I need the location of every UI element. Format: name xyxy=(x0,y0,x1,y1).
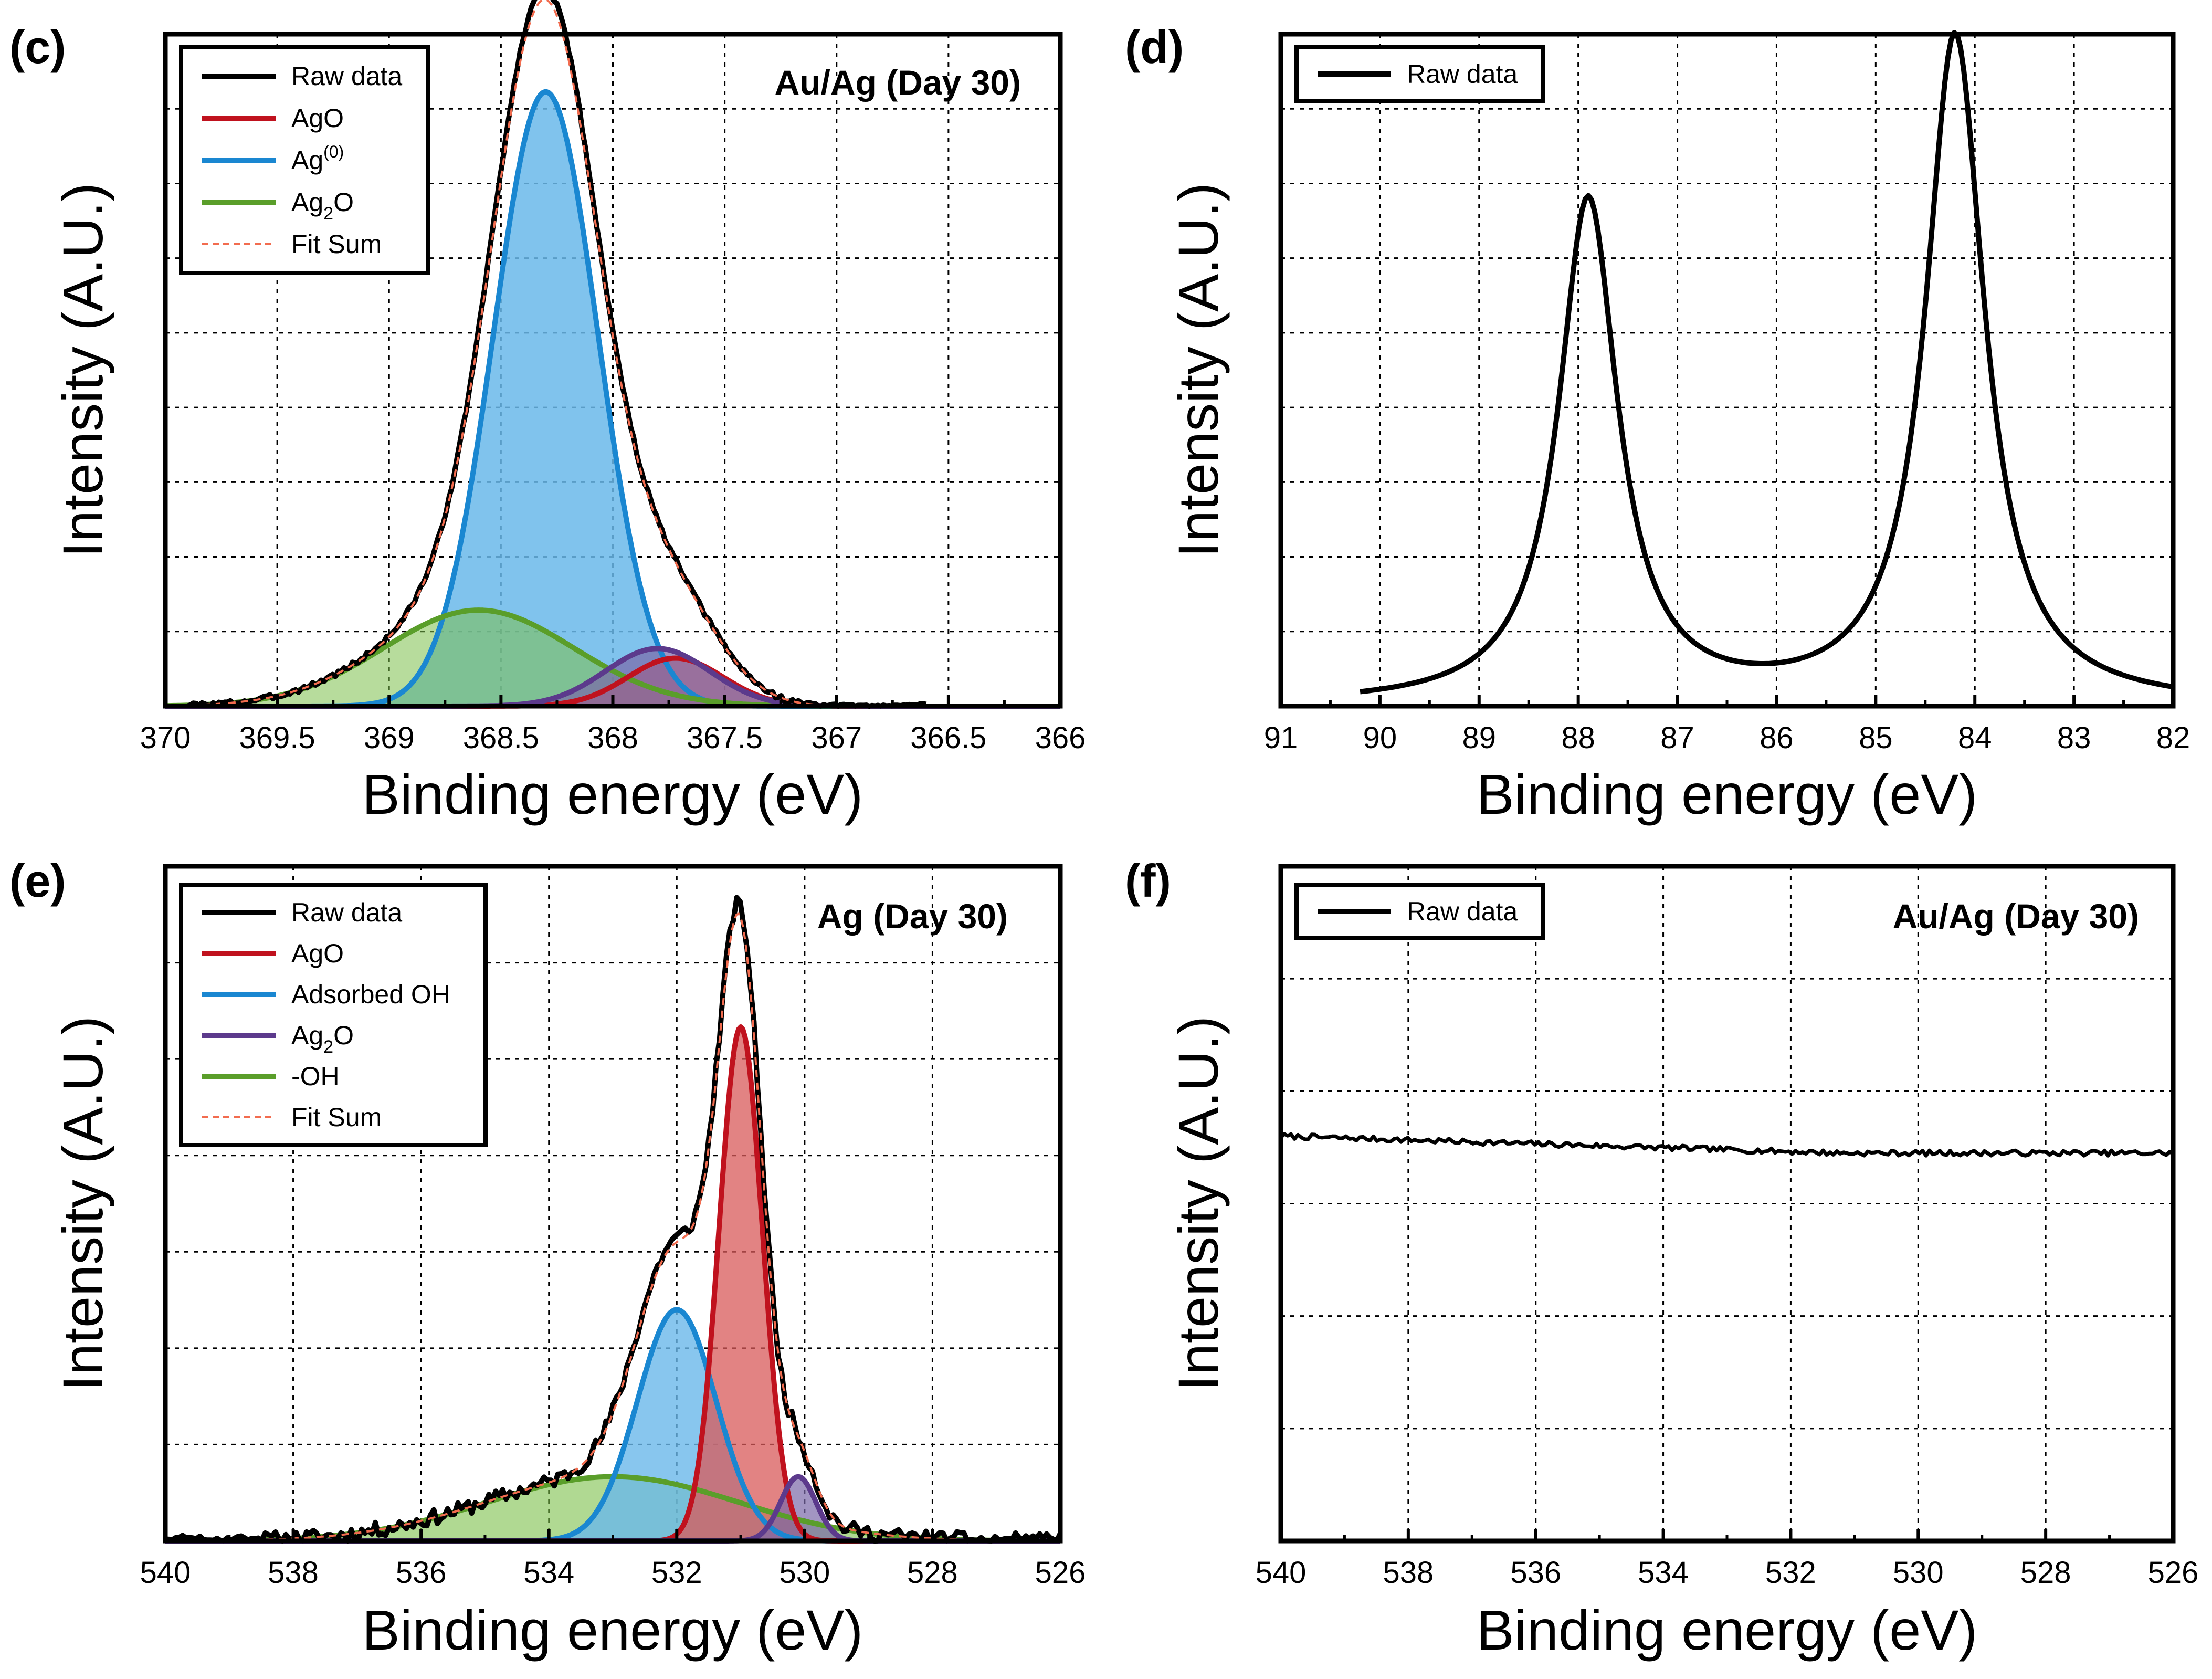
panel-f-series xyxy=(1279,1132,2174,1158)
panel-c-legend-label: AgO xyxy=(291,103,344,133)
panel-e-y-axis-label: Intensity (A.U.) xyxy=(51,1016,114,1391)
panel-c-legend-label: Fit Sum xyxy=(291,229,382,259)
panel-f-y-axis-label: Intensity (A.U.) xyxy=(1166,1016,1230,1391)
panel-f-x-tick-label: 538 xyxy=(1383,1556,1434,1590)
panel-e-legend-label: Adsorbed OH xyxy=(291,980,450,1009)
panel-d-x-tick-label: 86 xyxy=(1760,721,1794,755)
panel-c-ticks: 370 369.5 369 368.5 368 367.5 367 366.5 366 xyxy=(140,695,1086,755)
panel-d-tag: (d) xyxy=(1125,21,1184,73)
panel-c-x-axis-label: Binding energy (eV) xyxy=(362,762,863,826)
panel-c-x-tick-label: 368.5 xyxy=(463,721,539,755)
panel-e-x-tick-label: 536 xyxy=(396,1556,447,1590)
panel-e-legend-label: Fit Sum xyxy=(291,1103,382,1132)
panel-e-annotation: Ag (Day 30) xyxy=(817,897,1008,936)
panel-d-series xyxy=(1360,30,2174,695)
panel-c: (c) 370 369.5 369 368.5 368 367.5 367 366.5 366 … xyxy=(9,0,1086,826)
panel-e: (e) 540 538 536 534 532 530 528 526 Ag (Day 30)… xyxy=(9,855,1086,1662)
panel-e-x-axis-label: Binding energy (eV) xyxy=(362,1598,863,1662)
panel-e-x-tick-label: 526 xyxy=(1035,1556,1086,1590)
panel-d: (d) 91 90 89 88 87 86 85 84 83 82 Raw data Bindin… xyxy=(1125,21,2190,826)
panel-e-x-tick-label: 530 xyxy=(779,1556,830,1590)
panel-e-x-tick-label: 534 xyxy=(523,1556,574,1590)
panel-d-x-axis-label: Binding energy (eV) xyxy=(1477,762,1978,826)
panel-e-tag: (e) xyxy=(9,855,66,907)
panel-e-x-tick-label: 532 xyxy=(651,1556,702,1590)
panel-d-x-tick-label: 87 xyxy=(1660,721,1694,755)
panel-f-tag: (f) xyxy=(1125,855,1171,907)
panel-d-x-tick-label: 89 xyxy=(1462,721,1497,755)
panel-e-x-tick-label: 528 xyxy=(907,1556,958,1590)
panel-e-raw-data-line xyxy=(165,895,1063,1544)
panel-d-x-tick-label: 85 xyxy=(1859,721,1893,755)
panel-f-x-tick-label: 540 xyxy=(1256,1556,1307,1590)
panel-f-x-axis-label: Binding energy (eV) xyxy=(1477,1598,1978,1662)
panel-c-legend-label: Raw data xyxy=(291,61,402,91)
panel-f-x-tick-label: 532 xyxy=(1765,1556,1816,1590)
panel-d-y-axis-label: Intensity (A.U.) xyxy=(1166,183,1230,558)
panel-e-ticks: 540 538 536 534 532 530 528 526 xyxy=(140,1529,1086,1590)
panel-d-x-tick-label: 83 xyxy=(2057,721,2091,755)
panel-d-raw-data-line xyxy=(1360,30,2174,695)
panel-c-peak-fill xyxy=(165,92,1060,706)
panel-e-grid xyxy=(165,866,1060,1541)
panel-c-x-tick-label: 367 xyxy=(811,721,862,755)
panel-d-legend-label: Raw data xyxy=(1407,59,1518,89)
panel-c-x-tick-label: 369.5 xyxy=(239,721,315,755)
panel-e-legend-box xyxy=(179,883,488,1147)
panel-c-peak-fill xyxy=(165,610,1060,706)
panel-e-peak-fill xyxy=(165,1309,1060,1541)
panel-f-grid xyxy=(1281,866,2173,1541)
panel-c-x-tick-label: 369 xyxy=(364,721,415,755)
panel-f-x-tick-label: 526 xyxy=(2148,1556,2199,1590)
panel-c-x-tick-label: 366 xyxy=(1035,721,1086,755)
panel-e-x-tick-label: 540 xyxy=(140,1556,191,1590)
panel-f-legend-label: Raw data xyxy=(1407,897,1518,926)
panel-d-x-tick-label: 88 xyxy=(1561,721,1595,755)
panel-c-tag: (c) xyxy=(9,21,66,73)
panel-c-annotation: Au/Ag (Day 30) xyxy=(775,63,1021,102)
panel-e-x-tick-label: 538 xyxy=(268,1556,319,1590)
panel-c-x-tick-label: 370 xyxy=(140,721,191,755)
panel-e-legend-label: Raw data xyxy=(291,898,402,927)
panel-c-y-axis-label: Intensity (A.U.) xyxy=(51,183,114,558)
panel-d-grid xyxy=(1281,34,2173,706)
panel-d-x-tick-label: 84 xyxy=(1958,721,1992,755)
panel-f-annotation: Au/Ag (Day 30) xyxy=(1893,897,2139,936)
panel-f-ticks: 540 538 536 534 532 530 528 526 xyxy=(1256,1529,2199,1590)
panel-c-peak-fill xyxy=(165,648,1060,706)
panel-f: (f) 540 538 536 534 532 530 528 526 Au/Ag (Day … xyxy=(1125,855,2198,1662)
panel-f-x-tick-label: 530 xyxy=(1893,1556,1944,1590)
panel-f-legend: Raw data xyxy=(1294,883,1545,940)
panel-f-x-tick-label: 534 xyxy=(1638,1556,1689,1590)
panel-d-x-tick-label: 91 xyxy=(1264,721,1298,755)
panel-f-raw-data-line xyxy=(1279,1132,2174,1158)
panel-c-x-tick-label: 366.5 xyxy=(910,721,986,755)
panel-c-x-tick-label: 368 xyxy=(587,721,638,755)
panel-d-ticks: 91 90 89 88 87 86 85 84 83 82 xyxy=(1264,695,2190,755)
panel-d-x-tick-label: 90 xyxy=(1363,721,1397,755)
panel-c-x-tick-label: 367.5 xyxy=(687,721,763,755)
panel-d-x-tick-label: 82 xyxy=(2156,721,2190,755)
panel-e-legend-label: -OH xyxy=(291,1062,340,1091)
panel-f-x-tick-label: 536 xyxy=(1510,1556,1561,1590)
panel-d-legend: Raw data xyxy=(1294,45,1545,103)
panel-f-x-tick-label: 528 xyxy=(2020,1556,2071,1590)
panel-e-legend-label: AgO xyxy=(291,939,344,968)
